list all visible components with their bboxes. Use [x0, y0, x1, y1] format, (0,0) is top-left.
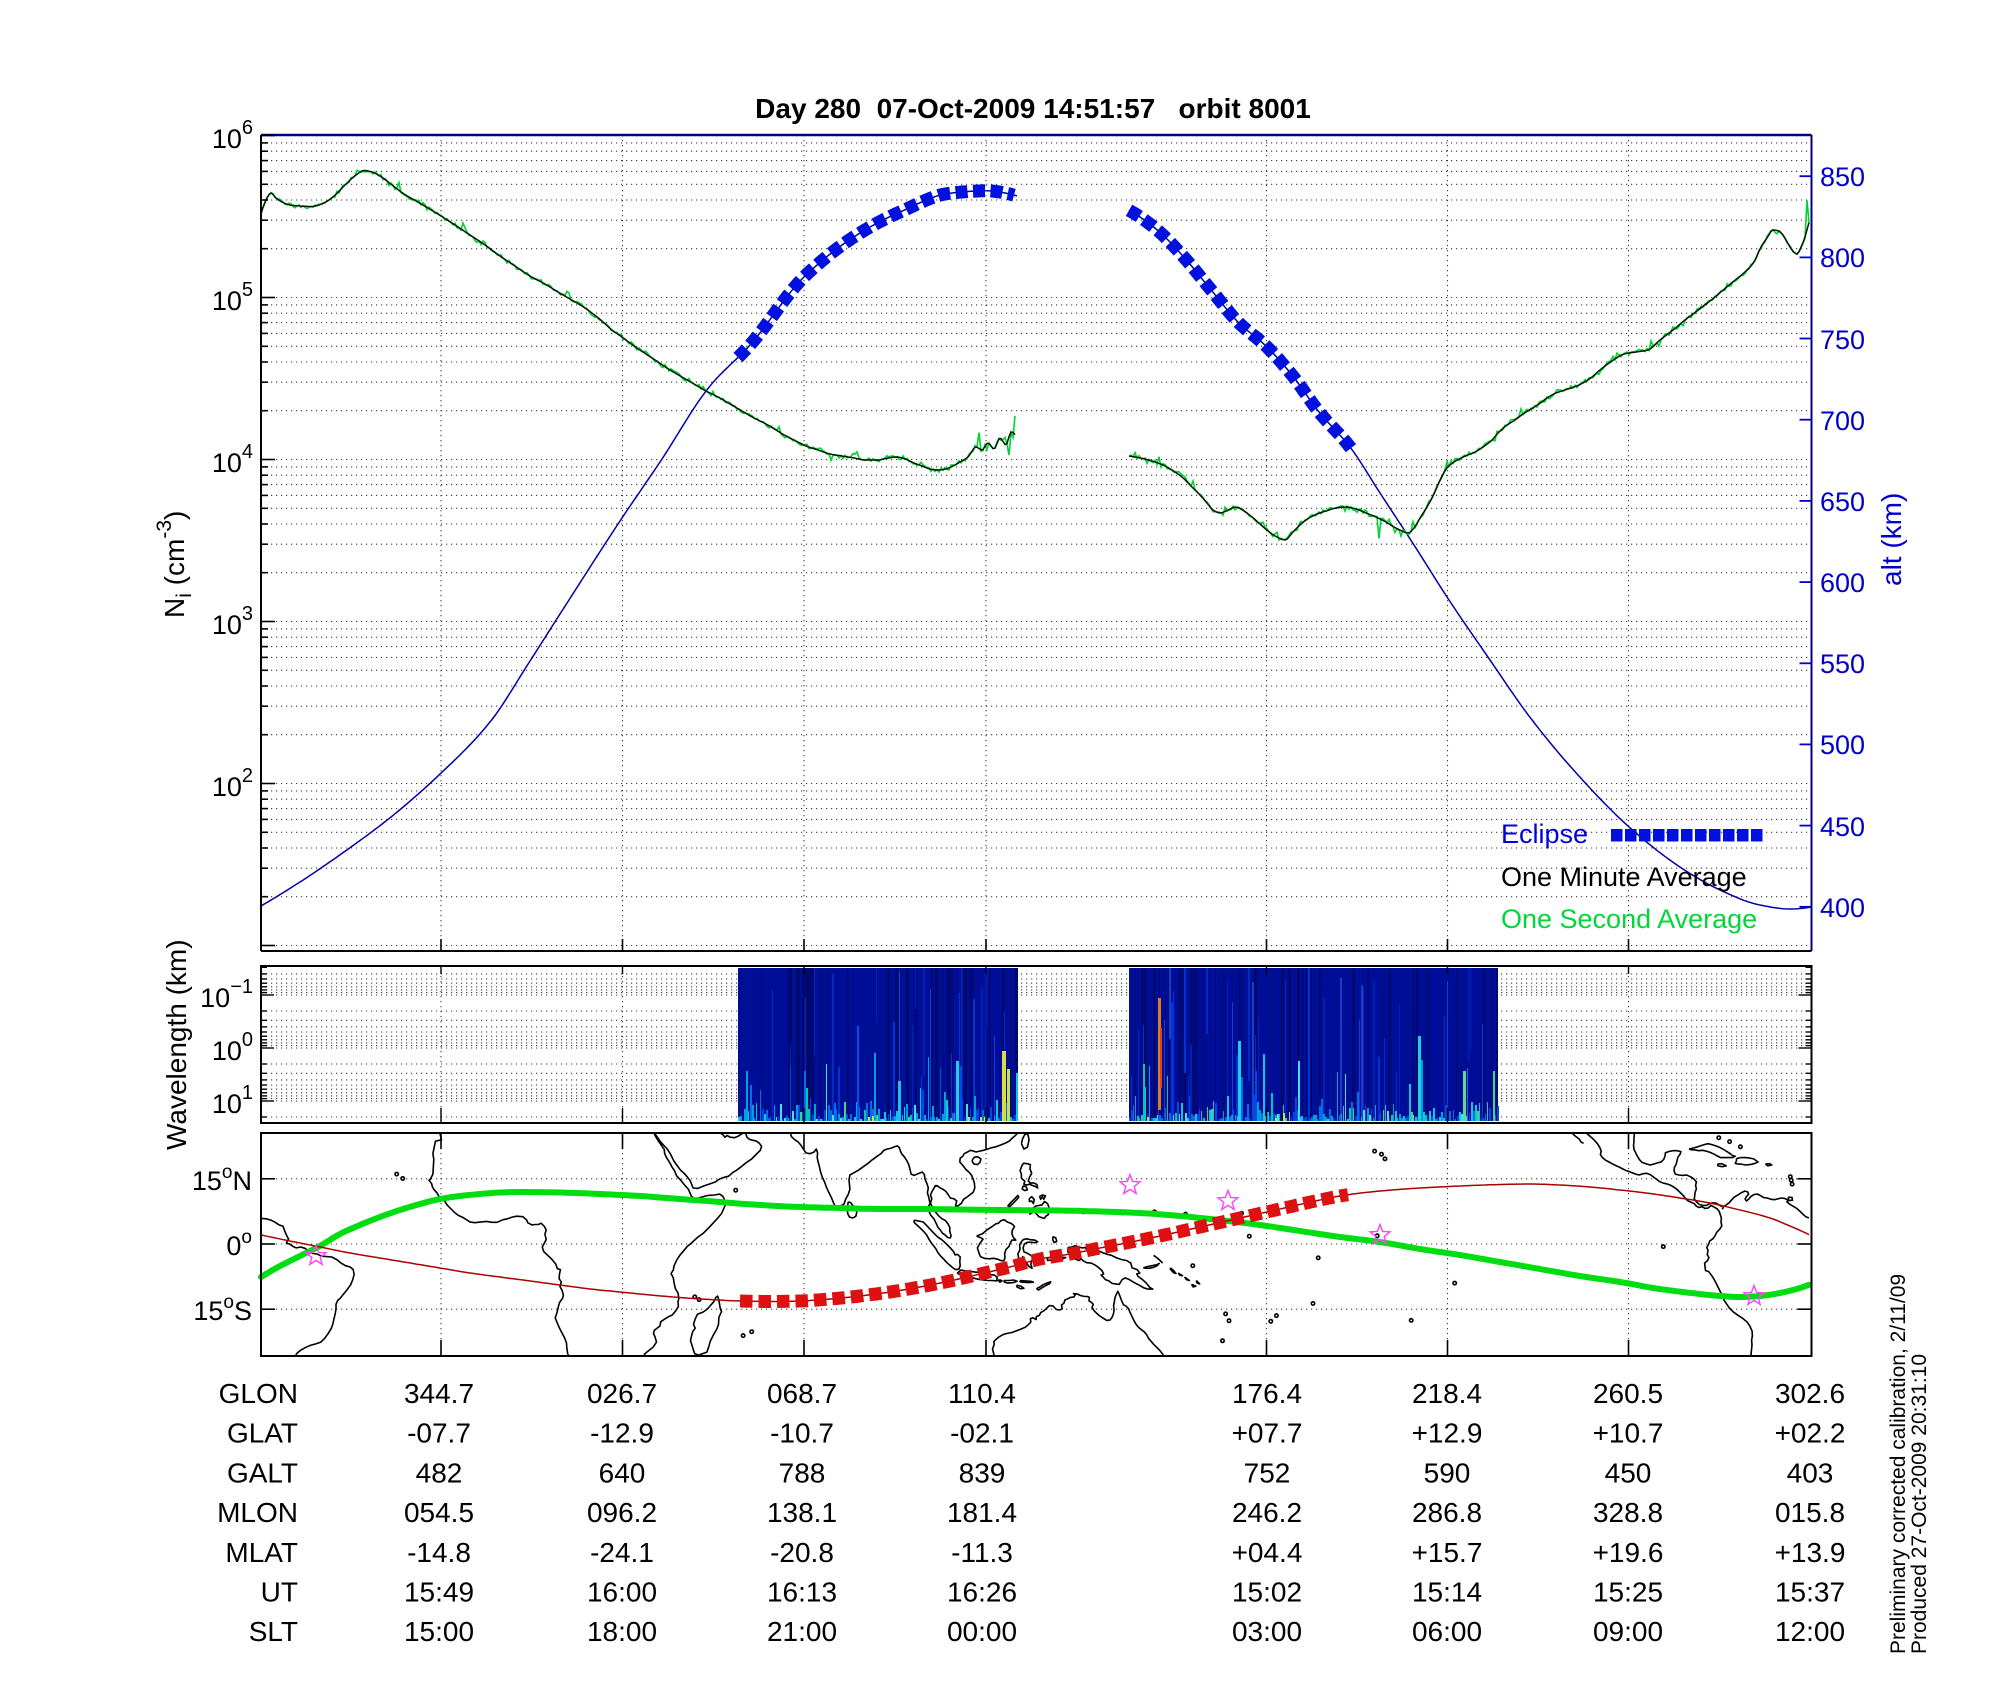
svg-text:-20.8: -20.8 [770, 1537, 834, 1568]
svg-text:068.7: 068.7 [767, 1378, 837, 1409]
svg-text:181.4: 181.4 [947, 1497, 1017, 1528]
svg-text:Preliminary corrected calibrat: Preliminary corrected calibration, 2/11/… [1887, 1274, 1910, 1654]
svg-text:839: 839 [959, 1457, 1006, 1488]
svg-text:752: 752 [1244, 1457, 1291, 1488]
svg-text:Eclipse: Eclipse [1501, 819, 1588, 849]
svg-text:One Second Average: One Second Average [1501, 904, 1757, 934]
svg-text:302.6: 302.6 [1775, 1378, 1845, 1409]
svg-text:138.1: 138.1 [767, 1497, 837, 1528]
svg-text:16:26: 16:26 [947, 1577, 1017, 1608]
svg-text:218.4: 218.4 [1412, 1378, 1482, 1409]
svg-text:450: 450 [1820, 812, 1865, 842]
svg-text:403: 403 [1787, 1457, 1834, 1488]
svg-text:GLAT: GLAT [227, 1418, 298, 1449]
svg-text:246.2: 246.2 [1232, 1497, 1302, 1528]
svg-text:054.5: 054.5 [404, 1497, 474, 1528]
svg-text:15:02: 15:02 [1232, 1577, 1302, 1608]
svg-text:16:13: 16:13 [767, 1577, 837, 1608]
svg-text:700: 700 [1820, 406, 1865, 436]
svg-text:alt (km): alt (km) [1876, 493, 1907, 586]
svg-text:15:00: 15:00 [404, 1616, 474, 1647]
svg-text:Day 280 07-Oct-2009 14:51:57: Day 280 07-Oct-2009 14:51:57 orbit 8001 [755, 93, 1311, 124]
svg-text:640: 640 [599, 1457, 646, 1488]
svg-text:GALT: GALT [227, 1457, 298, 1488]
svg-text:015.8: 015.8 [1775, 1497, 1845, 1528]
svg-text:-10.7: -10.7 [770, 1418, 834, 1449]
svg-text:850: 850 [1820, 162, 1865, 192]
svg-text:15:49: 15:49 [404, 1577, 474, 1608]
svg-text:788: 788 [779, 1457, 826, 1488]
svg-text:MLAT: MLAT [225, 1537, 298, 1568]
svg-text:482: 482 [416, 1457, 463, 1488]
svg-text:One Minute Average: One Minute Average [1501, 862, 1747, 892]
svg-text:15:14: 15:14 [1412, 1577, 1482, 1608]
svg-text:+19.6: +19.6 [1593, 1537, 1664, 1568]
svg-text:344.7: 344.7 [404, 1378, 474, 1409]
svg-text:550: 550 [1820, 649, 1865, 679]
svg-text:18:00: 18:00 [587, 1616, 657, 1647]
svg-text:12:00: 12:00 [1775, 1616, 1845, 1647]
svg-text:Wavelength (km): Wavelength (km) [161, 939, 192, 1150]
svg-text:750: 750 [1820, 325, 1865, 355]
svg-text:-12.9: -12.9 [590, 1418, 654, 1449]
svg-text:15:25: 15:25 [1593, 1577, 1663, 1608]
svg-text:21:00: 21:00 [767, 1616, 837, 1647]
svg-text:09:00: 09:00 [1593, 1616, 1663, 1647]
svg-text:101: 101 [212, 1082, 253, 1119]
svg-text:328.8: 328.8 [1593, 1497, 1663, 1528]
svg-text:03:00: 03:00 [1232, 1616, 1302, 1647]
svg-text:+13.9: +13.9 [1775, 1537, 1846, 1568]
svg-text:Ni (cm-3): Ni (cm-3) [153, 511, 196, 618]
svg-text:260.5: 260.5 [1593, 1378, 1663, 1409]
svg-text:-07.7: -07.7 [407, 1418, 471, 1449]
svg-text:026.7: 026.7 [587, 1378, 657, 1409]
svg-text:102: 102 [212, 765, 253, 802]
svg-text:286.8: 286.8 [1412, 1497, 1482, 1528]
svg-text:500: 500 [1820, 730, 1865, 760]
svg-text:+15.7: +15.7 [1412, 1537, 1483, 1568]
svg-text:590: 590 [1424, 1457, 1471, 1488]
svg-text:UT: UT [261, 1577, 298, 1608]
svg-text:110.4: 110.4 [948, 1378, 1016, 1409]
svg-text:06:00: 06:00 [1412, 1616, 1482, 1647]
svg-text:GLON: GLON [219, 1378, 298, 1409]
svg-text:+02.2: +02.2 [1775, 1418, 1846, 1449]
svg-text:SLT: SLT [249, 1616, 298, 1647]
svg-text:176.4: 176.4 [1232, 1378, 1302, 1409]
svg-text:-14.8: -14.8 [407, 1537, 471, 1568]
svg-text:15oS: 15oS [193, 1292, 252, 1326]
svg-text:400: 400 [1820, 893, 1865, 923]
svg-text:Produced 27-Oct-2009 20:31:10: Produced 27-Oct-2009 20:31:10 [1908, 1354, 1931, 1654]
svg-text:00:00: 00:00 [947, 1616, 1017, 1647]
svg-text:+04.4: +04.4 [1232, 1537, 1303, 1568]
svg-text:-02.1: -02.1 [950, 1418, 1014, 1449]
svg-text:-24.1: -24.1 [590, 1537, 654, 1568]
svg-text:15:37: 15:37 [1775, 1577, 1845, 1608]
svg-text:-11.3: -11.3 [951, 1537, 1013, 1568]
svg-text:096.2: 096.2 [587, 1497, 657, 1528]
svg-text:MLON: MLON [217, 1497, 298, 1528]
svg-text:16:00: 16:00 [587, 1577, 657, 1608]
svg-text:650: 650 [1820, 487, 1865, 517]
svg-text:+10.7: +10.7 [1593, 1418, 1664, 1449]
svg-text:450: 450 [1605, 1457, 1652, 1488]
svg-text:+12.9: +12.9 [1412, 1418, 1483, 1449]
svg-text:600: 600 [1820, 568, 1865, 598]
svg-text:800: 800 [1820, 243, 1865, 273]
svg-text:+07.7: +07.7 [1232, 1418, 1303, 1449]
